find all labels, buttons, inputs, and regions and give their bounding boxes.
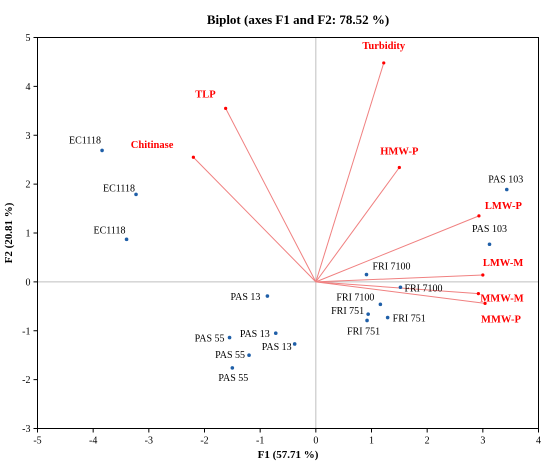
observation-point (385, 315, 390, 320)
observation-point (100, 148, 104, 153)
observation-label: FRI 7100 (336, 292, 374, 303)
axis-ticks: -5 -4 -3 -2 -1 0 1 2 3 4 -3 -2 -1 0 1 2 3 4 5 (22, 33, 541, 447)
variable-label: TLP (195, 89, 216, 100)
x-tick-label: -3 (145, 436, 153, 447)
x-tick-label: 3 (480, 436, 485, 447)
observation-label: PAS 13 (262, 342, 292, 353)
y-tick-label: -3 (22, 424, 30, 435)
variable-label: MMW-M (480, 294, 523, 305)
variable-point (224, 106, 228, 110)
variable-vector (225, 108, 317, 283)
y-tick-label: 2 (26, 180, 31, 191)
x-tick-label: 1 (369, 436, 374, 447)
x-tick-label: -2 (200, 436, 208, 447)
variable-point (483, 301, 487, 305)
variable-point (382, 61, 386, 65)
observation-point (504, 187, 509, 192)
variable-vector (315, 281, 479, 295)
variable-label: Turbidity (362, 41, 406, 52)
observation-label: PAS 55 (218, 373, 248, 384)
observation-label: EC1118 (69, 135, 101, 146)
observation-point (227, 335, 232, 340)
observation-label: PAS 13 (240, 329, 270, 340)
variable-vector (315, 281, 486, 304)
observation-label: PAS 103 (488, 175, 523, 186)
variable-label: Chitinase (131, 140, 174, 151)
x-tick-label: 2 (425, 436, 430, 447)
observation-label: FRI 751 (347, 326, 380, 337)
observation-point (378, 302, 383, 307)
y-tick-label: 3 (26, 131, 31, 142)
observation-point (247, 353, 251, 357)
variable-label: HMW-P (380, 147, 419, 158)
x-tick-label: -1 (256, 436, 264, 447)
observation-label: FRI 751 (331, 306, 364, 317)
observation-label: EC1118 (103, 183, 135, 194)
variable-point (397, 165, 401, 170)
observation-point (134, 192, 138, 197)
variable-point (477, 214, 481, 218)
observation-labels: EC1118 EC1118 EC1118 PAS 103 PAS 103 FRI 7100… (69, 135, 523, 383)
variable-vector (315, 215, 480, 283)
x-axis-label: F1 (57.71 %) (258, 449, 319, 461)
variable-point (191, 155, 195, 159)
variable-point (476, 292, 480, 296)
observation-label: PAS 13 (230, 292, 260, 303)
observation-label: PAS 55 (195, 334, 225, 345)
variable-vectors (191, 61, 487, 305)
y-tick-label: 1 (26, 229, 31, 240)
observation-label: PAS 103 (472, 224, 507, 235)
observation-label: FRI 751 (393, 314, 426, 325)
variable-label: LMW-P (485, 201, 523, 212)
observation-points (100, 148, 509, 370)
observation-label: FRI 7100 (404, 283, 442, 294)
y-axis-label: F2 (20.81 %) (3, 202, 15, 263)
x-tick-label: 4 (536, 436, 541, 447)
chart-title: Biplot (axes F1 and F2: 78.52 %) (207, 12, 389, 27)
variable-labels: Turbidity TLP Chitinase HMW-P LMW-P LMW-M MMW-… (131, 41, 524, 325)
observation-point (366, 312, 370, 316)
variable-label: LMW-M (483, 258, 524, 269)
observation-label: FRI 7100 (372, 262, 410, 273)
observation-point (487, 242, 492, 247)
zero-lines (37, 37, 539, 429)
observation-point (273, 331, 278, 335)
observation-point (230, 366, 235, 370)
x-tick-label: 0 (313, 436, 318, 447)
variable-vector (315, 274, 483, 283)
observation-point (292, 342, 297, 346)
variable-label: MMW-P (481, 314, 521, 325)
y-tick-label: 5 (26, 33, 31, 44)
observation-point (124, 237, 129, 242)
x-tick-label: -5 (33, 436, 41, 447)
observation-point (365, 318, 369, 323)
observation-point (265, 294, 270, 298)
y-tick-label: 0 (26, 277, 31, 288)
x-tick-label: -4 (89, 436, 97, 447)
variable-vector (315, 167, 400, 283)
y-tick-label: -2 (22, 375, 30, 386)
variable-vector (193, 156, 317, 283)
variable-vector (315, 62, 385, 283)
variable-point (481, 273, 485, 277)
observation-point (364, 272, 369, 277)
y-tick-label: 4 (26, 82, 31, 93)
observation-label: PAS 55 (215, 350, 245, 361)
observation-point (398, 285, 403, 290)
y-tick-label: -1 (22, 326, 30, 337)
observation-label: EC1118 (94, 225, 126, 236)
